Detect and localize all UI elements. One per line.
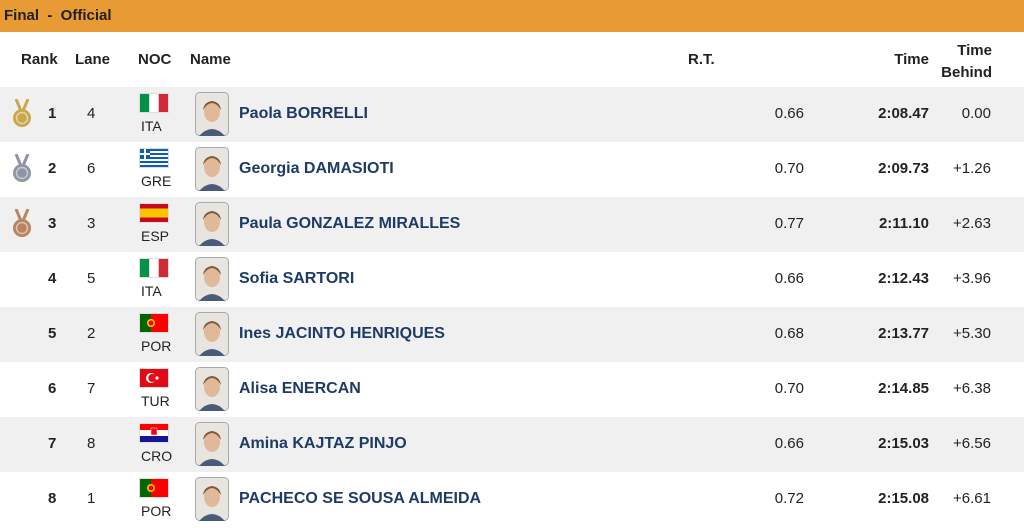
lane: 7 — [87, 380, 96, 397]
time: 2:14.85 — [878, 380, 929, 397]
time-behind: 0.00 — [961, 105, 991, 122]
noc: ITA — [141, 283, 162, 299]
result-row: 2 6 GRE Georgia DAMASIOTI 0.70 2:09.73 +1.26 — [0, 142, 1024, 197]
time: 2:08.47 — [878, 105, 929, 122]
flag-icon — [139, 203, 169, 223]
lane: 8 — [87, 435, 96, 452]
time: 2:09.73 — [878, 160, 929, 177]
flag-icon — [139, 313, 169, 333]
lane: 2 — [87, 325, 96, 342]
result-row: 3 3 ESP Paula GONZALEZ MIRALLES 0.77 2:11.10 +… — [0, 197, 1024, 252]
reaction-time: 0.66 — [774, 435, 804, 452]
column-header: Name — [190, 51, 231, 68]
athlete-name: Ines JACINTO HENRIQUES — [239, 325, 445, 342]
lane: 3 — [87, 215, 96, 232]
noc: POR — [141, 338, 172, 354]
athlete-name: PACHECO SE SOUSA ALMEIDA — [239, 490, 482, 507]
time: 2:13.77 — [878, 325, 929, 342]
flag-icon — [139, 368, 169, 388]
rank: 3 — [48, 215, 57, 232]
header-title: Final - Official — [4, 7, 112, 24]
result-row: 6 7 TUR Alisa ENERCAN 0.70 2:14.85 +6.38 — [0, 362, 1024, 417]
athlete-name: Paola BORRELLI — [239, 105, 368, 122]
flag-icon — [139, 258, 169, 278]
flag-icon — [139, 478, 169, 498]
reaction-time: 0.72 — [774, 490, 804, 507]
time-behind: +6.38 — [953, 380, 991, 397]
result-row: 5 2 POR Ines JACINTO HENRIQUES 0.68 2:13.77 +5… — [0, 307, 1024, 362]
noc: TUR — [141, 393, 170, 409]
athlete-photo — [195, 422, 229, 466]
time-behind: +3.96 — [953, 270, 991, 287]
athlete-photo — [195, 147, 229, 191]
time: 2:15.03 — [878, 435, 929, 452]
time: 2:12.43 — [878, 270, 929, 287]
reaction-time: 0.77 — [774, 215, 804, 232]
header-bar: Final - Official — [0, 0, 1024, 32]
column-header: Time — [894, 51, 929, 68]
time-behind: +2.63 — [953, 215, 991, 232]
athlete-photo — [195, 312, 229, 356]
reaction-time: 0.66 — [774, 270, 804, 287]
athlete-photo — [195, 92, 229, 136]
athlete-photo — [195, 257, 229, 301]
medal-icon — [13, 209, 31, 237]
athlete-name: Sofia SARTORI — [239, 270, 355, 287]
rank: 5 — [48, 325, 57, 342]
time-behind: +6.61 — [953, 490, 991, 507]
flag-icon — [139, 423, 169, 443]
noc: GRE — [141, 173, 172, 189]
column-header: Rank — [21, 51, 58, 68]
athlete-name: Amina KAJTAZ PINJO — [239, 435, 407, 452]
medal-icon — [13, 154, 31, 182]
column-header: Time Behind — [941, 42, 992, 81]
time-behind: +6.56 — [953, 435, 991, 452]
result-row: 4 5 ITA Sofia SARTORI 0.66 2:12.43 +3.96 — [0, 252, 1024, 307]
rank: 1 — [48, 105, 57, 122]
athlete-name: Paula GONZALEZ MIRALLES — [239, 215, 461, 232]
athlete-photo — [195, 477, 229, 521]
rank: 8 — [48, 490, 57, 507]
medal-icon — [13, 99, 31, 127]
lane: 5 — [87, 270, 96, 287]
lane: 6 — [87, 160, 96, 177]
column-header: Lane — [75, 51, 111, 68]
athlete-name: Alisa ENERCAN — [239, 380, 361, 397]
athlete-name: Georgia DAMASIOTI — [239, 160, 394, 177]
time: 2:15.08 — [878, 490, 929, 507]
reaction-time: 0.70 — [774, 380, 804, 397]
result-row: 7 8 CRO Amina KAJTAZ PINJO 0.66 2:15.03 +6.56 — [0, 417, 1024, 472]
reaction-time: 0.68 — [774, 325, 804, 342]
rank: 2 — [48, 160, 57, 177]
time-behind: +5.30 — [953, 325, 991, 342]
result-row: 1 4 ITA Paola BORRELLI 0.66 2:08.47 0.00 — [0, 87, 1024, 142]
athlete-photo — [195, 202, 229, 246]
column-header: R.T. — [688, 51, 715, 68]
noc: CRO — [141, 448, 173, 464]
athlete-photo — [195, 367, 229, 411]
lane: 4 — [87, 105, 96, 122]
reaction-time: 0.70 — [774, 160, 804, 177]
rank: 4 — [48, 270, 57, 287]
reaction-time: 0.66 — [774, 105, 804, 122]
noc: ESP — [141, 228, 170, 244]
lane: 1 — [87, 490, 96, 507]
rank: 6 — [48, 380, 57, 397]
flag-icon — [139, 93, 169, 113]
column-header: NOC — [138, 51, 172, 68]
time: 2:11.10 — [878, 215, 929, 232]
noc: POR — [141, 503, 172, 519]
result-row: 8 1 POR PACHECO SE SOUSA ALMEIDA 0.72 2:15.08… — [0, 472, 1024, 527]
flag-icon — [139, 148, 169, 168]
rank: 7 — [48, 435, 57, 452]
noc: ITA — [141, 118, 162, 134]
time-behind: +1.26 — [953, 160, 991, 177]
